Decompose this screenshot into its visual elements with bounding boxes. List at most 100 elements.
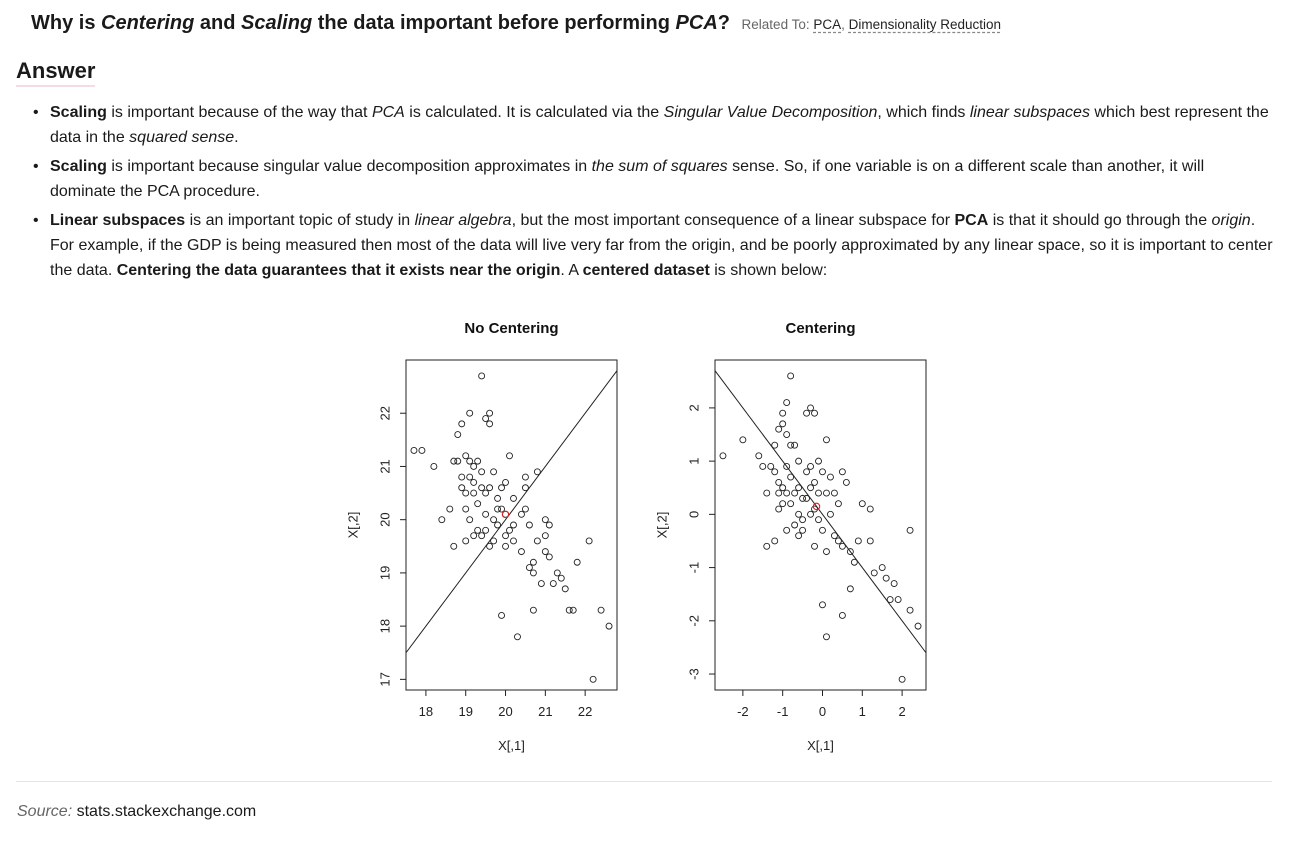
body-text: , but the most important consequence of … bbox=[511, 212, 955, 229]
data-point bbox=[486, 484, 494, 492]
data-point bbox=[827, 473, 834, 481]
title-emphasis: Scaling bbox=[241, 12, 313, 34]
data-point bbox=[510, 537, 517, 545]
data-point bbox=[510, 521, 517, 529]
data-point bbox=[783, 399, 791, 407]
data-point bbox=[819, 601, 826, 609]
related-to: Related To: PCA, Dimensionality Reductio… bbox=[741, 17, 1001, 32]
data-point bbox=[470, 532, 478, 540]
bullet-dot: • bbox=[33, 212, 39, 229]
data-point bbox=[478, 372, 486, 380]
data-point bbox=[541, 516, 549, 524]
data-point bbox=[823, 548, 830, 556]
data-point bbox=[454, 457, 462, 465]
data-point bbox=[791, 441, 799, 449]
data-point bbox=[541, 548, 549, 556]
data-point bbox=[486, 420, 494, 428]
data-point bbox=[787, 500, 795, 508]
data-point bbox=[521, 484, 529, 492]
data-point bbox=[585, 537, 593, 545]
data-point bbox=[787, 473, 795, 481]
data-point bbox=[819, 468, 826, 476]
data-point bbox=[890, 580, 898, 587]
data-point bbox=[510, 494, 517, 502]
data-point bbox=[914, 622, 922, 630]
x-tick-label: 21 bbox=[538, 704, 552, 719]
data-point bbox=[858, 500, 866, 508]
data-point bbox=[482, 489, 490, 497]
data-point bbox=[545, 521, 553, 529]
data-point bbox=[525, 521, 533, 529]
data-point bbox=[474, 526, 482, 534]
data-point bbox=[771, 537, 779, 545]
data-point bbox=[783, 526, 791, 534]
data-point bbox=[502, 478, 509, 486]
data-point bbox=[803, 494, 811, 502]
data-point bbox=[775, 425, 783, 433]
data-point bbox=[450, 457, 458, 465]
data-point bbox=[494, 521, 502, 529]
x-tick-label: 19 bbox=[458, 704, 472, 719]
data-point bbox=[803, 468, 811, 476]
body-text: is calculated. It is calculated via the bbox=[404, 104, 664, 121]
data-point bbox=[823, 436, 830, 444]
body-text: . A bbox=[560, 262, 583, 279]
x-tick-label: 2 bbox=[898, 704, 905, 719]
data-point bbox=[834, 500, 842, 508]
tag-pca[interactable]: PCA bbox=[813, 17, 842, 32]
data-point bbox=[490, 468, 498, 476]
data-point bbox=[799, 516, 807, 524]
data-point bbox=[525, 564, 533, 572]
title-text: the data important before performing bbox=[312, 12, 676, 34]
data-point bbox=[474, 500, 482, 508]
principal-component-line bbox=[405, 370, 618, 654]
data-point bbox=[466, 473, 474, 481]
data-point bbox=[446, 505, 454, 513]
y-axis-label: X[,2] bbox=[345, 512, 360, 539]
tag-dimensionality-reduction[interactable]: Dimensionality Reduction bbox=[848, 17, 1001, 32]
data-point bbox=[866, 537, 874, 545]
data-point bbox=[807, 510, 814, 518]
mean-point bbox=[501, 510, 510, 519]
data-point bbox=[830, 532, 838, 540]
data-point bbox=[438, 516, 446, 524]
data-point bbox=[466, 516, 474, 524]
data-point bbox=[569, 606, 577, 614]
body-text: is important because of the way that bbox=[106, 104, 372, 121]
bold-text: Scaling bbox=[50, 104, 107, 121]
data-point bbox=[795, 457, 803, 465]
data-point bbox=[430, 463, 438, 470]
data-point bbox=[807, 484, 814, 492]
data-point bbox=[490, 537, 498, 545]
data-point bbox=[882, 574, 890, 582]
data-point bbox=[498, 505, 505, 513]
italic-text: squared sense bbox=[129, 129, 235, 146]
data-point bbox=[807, 404, 814, 412]
data-point bbox=[537, 580, 545, 587]
data-point bbox=[783, 431, 791, 438]
title-emphasis: PCA bbox=[675, 12, 718, 34]
mean-point bbox=[812, 502, 821, 511]
data-point bbox=[823, 633, 830, 641]
chart-panel: Centering -2 -1 0 1 2 -3 -2 -1 0 1 2 X[,1] X[,2] bbox=[654, 320, 927, 753]
data-point bbox=[779, 484, 787, 492]
data-point bbox=[815, 489, 822, 497]
data-point bbox=[482, 415, 490, 422]
body-text: is that it should go through the bbox=[988, 212, 1212, 229]
data-point bbox=[811, 478, 818, 486]
data-point bbox=[763, 542, 771, 550]
data-point bbox=[502, 532, 509, 540]
answer-bullet: • Linear subspaces is an important topic … bbox=[29, 208, 1274, 283]
answer-bullet: • Scaling is important because of the way… bbox=[29, 100, 1274, 150]
data-point bbox=[486, 542, 494, 550]
data-point bbox=[850, 558, 858, 566]
data-point bbox=[834, 537, 842, 545]
bold-text: Scaling bbox=[50, 158, 107, 175]
data-point bbox=[767, 463, 775, 470]
x-tick-label: 0 bbox=[819, 704, 826, 719]
body-text: is important because singular value deco… bbox=[106, 158, 592, 175]
y-tick-label: -2 bbox=[686, 615, 701, 627]
bullet-dot: • bbox=[33, 158, 39, 175]
data-point bbox=[823, 489, 830, 497]
